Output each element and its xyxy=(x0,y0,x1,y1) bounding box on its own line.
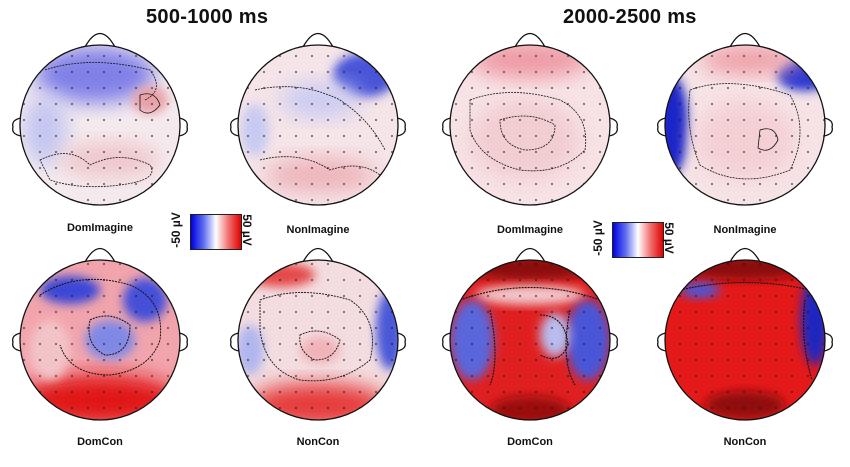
colorbar-late xyxy=(612,222,664,258)
topomap-domcon-early xyxy=(12,247,188,421)
colorbar-late-max-label: 50 µV xyxy=(661,222,676,254)
topomap-domimagine-late xyxy=(442,32,618,206)
map-label-domcon-late: DomCon xyxy=(507,436,553,448)
map-label-noncon-early: NonCon xyxy=(296,436,340,448)
map-label-domimagine-late: DomImagine xyxy=(496,224,563,236)
topomap-domcon-late xyxy=(442,247,618,421)
colorbar-late-min-label: -50 µV xyxy=(590,220,605,256)
topomap-noncon-early xyxy=(230,247,406,421)
panel-title-early: 500-1000 ms xyxy=(146,6,269,28)
map-label-domimagine-early: DomImagine xyxy=(66,222,133,234)
topomap-noncon-late xyxy=(657,247,833,421)
topomap-domimagine-early xyxy=(12,32,188,206)
map-label-nonimagine-late: NonImagine xyxy=(713,224,777,236)
topomap-nonimagine-late xyxy=(657,32,833,206)
colorbar-early-max-label: 50 µV xyxy=(239,214,254,246)
topomap-nonimagine-early xyxy=(230,32,406,206)
map-label-noncon-late: NonCon xyxy=(723,436,767,448)
colorbar-early xyxy=(190,214,242,250)
map-label-domcon-early: DomCon xyxy=(77,436,123,448)
panel-title-late: 2000-2500 ms xyxy=(563,6,697,28)
colorbar-early-min-label: -50 µV xyxy=(168,212,183,248)
map-label-nonimagine-early: NonImagine xyxy=(286,224,350,236)
